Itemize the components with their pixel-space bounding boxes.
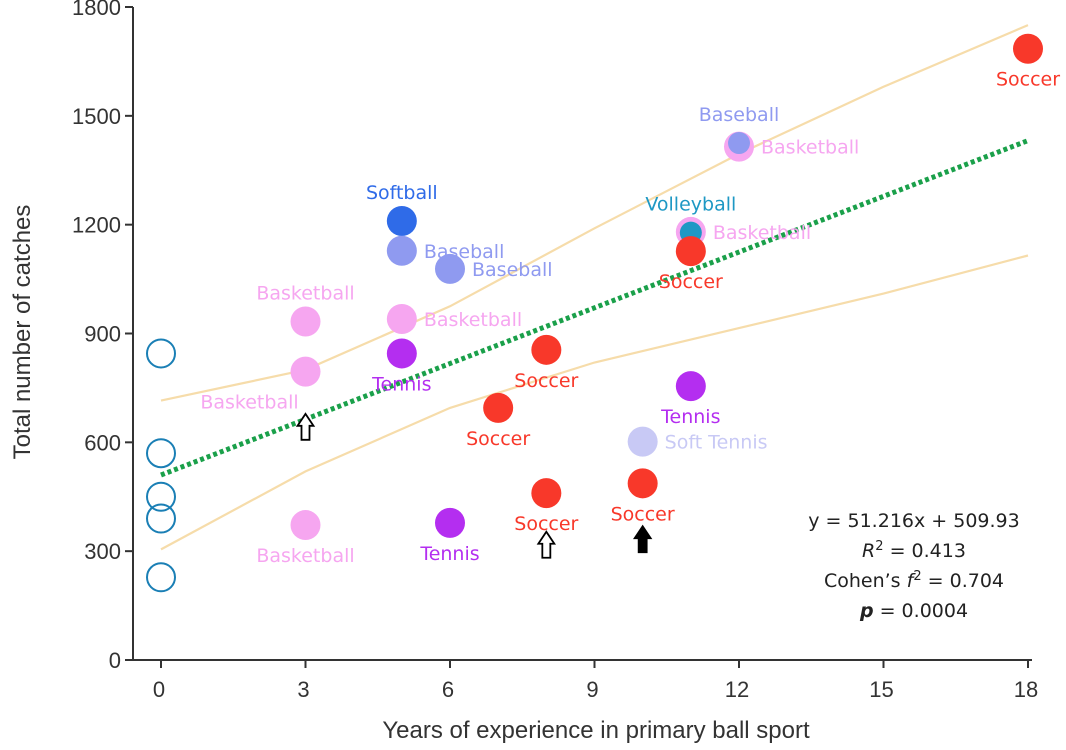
point-label: Baseball — [424, 241, 505, 263]
data-point-soccer — [1013, 33, 1043, 64]
data-point-baseball — [728, 132, 750, 155]
x-tick-label: 6 — [442, 677, 454, 702]
data-point-basketball — [290, 510, 321, 541]
data-point-no-sport — [146, 338, 176, 369]
point-label: Soft Tennis — [665, 432, 768, 454]
data-point-soccer — [627, 468, 658, 499]
data-point-softball — [386, 206, 417, 237]
y-tick-label: 600 — [84, 430, 121, 455]
data-point-no-sport — [146, 503, 176, 534]
x-tick-label: 9 — [586, 677, 598, 702]
x-tick-label: 3 — [297, 677, 309, 702]
data-point-tennis — [386, 338, 417, 369]
axes: 0 300 600 900 1200 1500 1800 0 3 6 9 12 15 18 — [72, 0, 1038, 702]
trendline-group — [160, 138, 1029, 478]
x-tick-label: 15 — [869, 677, 893, 702]
y-tick-label: 300 — [84, 539, 121, 564]
data-point-no-sport — [146, 562, 176, 593]
point-label: Basketball — [713, 222, 811, 244]
data-point-no-sport — [146, 481, 176, 512]
cohen-label: Cohen’s — [824, 570, 907, 592]
point-label: Basketball — [761, 137, 859, 159]
y-tick-label: 0 — [109, 648, 121, 673]
y-tick-label: 1500 — [72, 104, 121, 129]
data-point-basketball — [290, 356, 321, 387]
point-label: Basketball — [256, 545, 354, 567]
data-points — [146, 33, 1043, 593]
y-tick-label: 900 — [84, 322, 121, 347]
point-label: Soccer — [611, 503, 675, 525]
data-point-baseball — [435, 253, 465, 284]
y-axis-title: Total number of catches — [9, 205, 36, 460]
y-tick-label: 1800 — [72, 0, 121, 20]
point-label: Soccer — [659, 271, 723, 293]
x-axis-title: Years of experience in primary ball spor… — [382, 717, 810, 744]
data-point-soft-tennis — [627, 426, 658, 457]
point-label: Basketball — [424, 309, 522, 331]
point-label: Soccer — [514, 370, 578, 392]
p-label: p — [859, 600, 874, 622]
point-label: Soccer — [466, 428, 530, 450]
p-value: = 0.0004 — [874, 600, 968, 622]
data-point-basketball — [386, 303, 417, 334]
r-squared-stat: R2 = 0.413 — [862, 539, 966, 563]
r-squared-value: = 0.413 — [884, 540, 966, 562]
point-label: Tennis — [371, 373, 431, 395]
point-label: Basketball — [256, 283, 354, 305]
point-label: Soccer — [514, 513, 578, 535]
point-labels: Basketball Basketball Basketball Softball Ba… — [200, 69, 1060, 567]
point-label: Tennis — [660, 406, 720, 428]
hollow-arrow-marker — [536, 530, 557, 559]
x-tick-label: 0 — [153, 677, 165, 702]
trendline — [160, 138, 1029, 478]
data-point-soccer — [675, 236, 706, 267]
data-point-baseball — [386, 235, 417, 266]
cohen-f-label: f — [907, 570, 917, 592]
x-tick-label: 18 — [1014, 677, 1038, 702]
point-label: Volleyball — [645, 194, 736, 216]
point-label: Baseball — [472, 259, 553, 281]
cohen-f2-stat: Cohen’s f2 = 0.704 — [824, 569, 1004, 593]
r-squared-sup: 2 — [875, 539, 883, 554]
hollow-arrow-marker — [295, 412, 316, 441]
r-squared-label: R — [862, 540, 875, 562]
y-tick-label: 1200 — [72, 213, 121, 238]
data-point-no-sport — [146, 438, 176, 469]
ci-upper-line — [160, 24, 1029, 402]
data-point-tennis — [435, 507, 465, 538]
cohen-value: = 0.704 — [922, 570, 1004, 592]
regression-stats: y = 51.216x + 509.93 R2 = 0.413 Cohen’s … — [808, 510, 1019, 622]
data-point-tennis — [675, 371, 706, 402]
cohen-f-sup: 2 — [913, 569, 921, 584]
p-value-stat: p = 0.0004 — [859, 600, 968, 622]
point-label: Tennis — [419, 543, 479, 565]
arrow-markers — [295, 412, 653, 559]
x-tick-label: 12 — [725, 677, 749, 702]
filled-arrow-marker — [632, 524, 653, 554]
data-point-basketball — [290, 306, 321, 337]
point-label: Soccer — [996, 69, 1060, 91]
point-label: Baseball — [699, 104, 780, 126]
data-point-soccer — [531, 334, 562, 365]
data-point-soccer — [483, 392, 514, 423]
point-label: Softball — [366, 182, 438, 204]
point-label: Basketball — [200, 392, 298, 414]
data-point-soccer — [531, 478, 562, 509]
ci-lower-line — [160, 254, 1029, 551]
regression-equation: y = 51.216x + 509.93 — [808, 510, 1019, 532]
